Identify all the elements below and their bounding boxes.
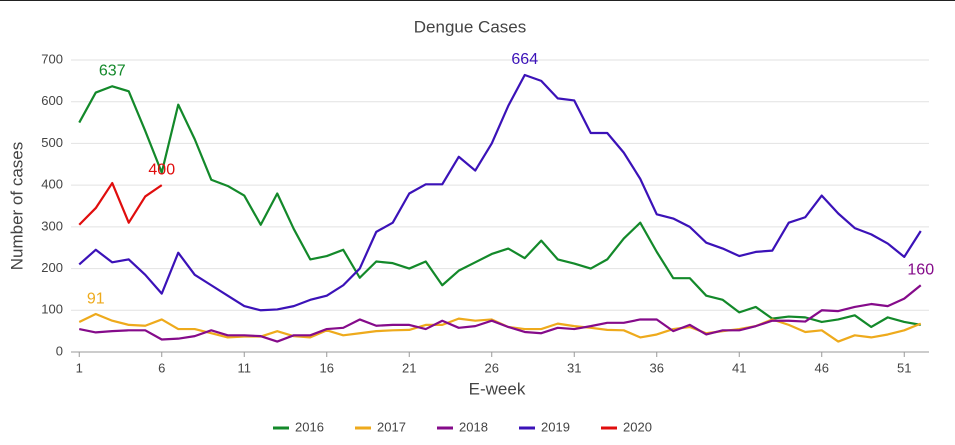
- x-tick-label: 31: [567, 360, 581, 375]
- legend-label: 2018: [459, 419, 488, 434]
- x-tick-label: 51: [897, 360, 911, 375]
- y-tick-label: 300: [41, 218, 63, 233]
- x-tick-label: 21: [402, 360, 416, 375]
- x-axis-label: E-week: [469, 379, 526, 398]
- y-tick-label: 600: [41, 93, 63, 108]
- series-line: [78, 85, 921, 329]
- y-tick-label: 400: [41, 177, 63, 192]
- data-label: 664: [511, 51, 538, 68]
- x-tick-label: 46: [815, 360, 829, 375]
- data-label: 637: [99, 62, 126, 79]
- x-tick-label: 41: [732, 360, 746, 375]
- legend-label: 2019: [541, 419, 570, 434]
- legend-label: 2016: [295, 419, 324, 434]
- x-tick-label: 11: [238, 360, 252, 375]
- series-line: [78, 181, 163, 226]
- y-axis-label: Number of cases: [7, 142, 26, 271]
- data-label: 91: [87, 290, 105, 307]
- y-tick-label: 200: [41, 260, 63, 275]
- y-tick-label: 500: [41, 135, 63, 150]
- x-tick-label: 26: [485, 360, 499, 375]
- x-tick-label: 6: [158, 360, 165, 375]
- y-tick-label: 100: [41, 302, 63, 317]
- x-tick-label: 36: [650, 360, 664, 375]
- data-label: 400: [148, 161, 175, 178]
- x-tick-label: 16: [320, 360, 334, 375]
- x-tick-label: 1: [76, 360, 83, 375]
- legend-label: 2020: [623, 419, 652, 434]
- series-line: [78, 73, 922, 312]
- chart-title: Dengue Cases: [414, 17, 526, 36]
- series-line: [79, 284, 922, 343]
- legend-label: 2017: [377, 419, 406, 434]
- data-label: 160: [907, 261, 934, 278]
- y-tick-label: 0: [56, 343, 63, 358]
- y-tick-label: 700: [41, 51, 63, 66]
- series-line: [78, 312, 922, 343]
